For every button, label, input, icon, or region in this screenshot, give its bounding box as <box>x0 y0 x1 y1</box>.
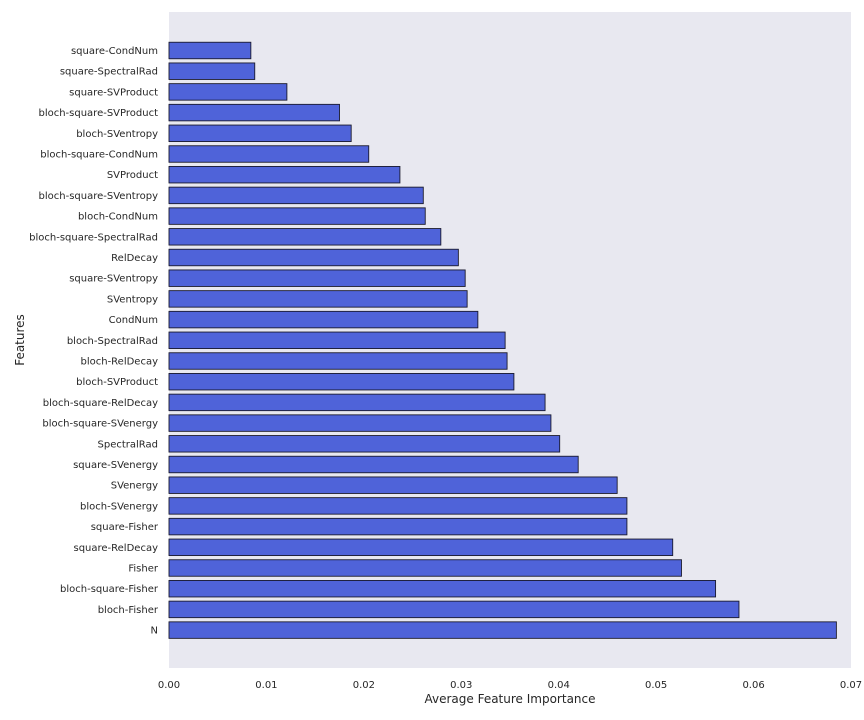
y-tick-label: bloch-square-SVProduct <box>38 108 158 119</box>
bar-bloch-square-SVProduct <box>168 103 340 122</box>
bar-RelDecay <box>168 248 459 267</box>
y-tick-label: square-SVProduct <box>69 87 158 98</box>
y-tick-label: SpectralRad <box>98 439 159 450</box>
bar-SpectralRad <box>168 435 561 453</box>
bar-bloch-Fisher <box>168 600 740 619</box>
y-tick-label: bloch-RelDecay <box>80 357 158 368</box>
y-tick-label: bloch-SVenergy <box>80 501 158 512</box>
bar-square-SVProduct <box>168 83 288 101</box>
bar-CondNum <box>168 310 479 329</box>
bar-bloch-square-SVenergy <box>168 414 552 432</box>
y-tick-label: square-SpectralRad <box>60 67 158 78</box>
bar-SVentropy <box>168 290 468 308</box>
y-tick-label: bloch-CondNum <box>78 212 158 223</box>
y-tick-label: bloch-square-CondNum <box>40 150 158 161</box>
bar-N <box>168 621 837 639</box>
y-tick-label: bloch-SVProduct <box>76 377 158 388</box>
y-tick-label: CondNum <box>109 315 158 326</box>
y-tick-label: square-Fisher <box>91 522 159 533</box>
bar-square-SVentropy <box>168 269 466 287</box>
bar-SVProduct <box>168 165 401 184</box>
y-tick-label: SVenergy <box>111 481 158 492</box>
bar-bloch-SVenergy <box>168 497 628 515</box>
bar-square-CondNum <box>168 41 252 60</box>
y-tick-label: square-CondNum <box>71 46 158 57</box>
y-tick-label: bloch-Fisher <box>98 605 159 616</box>
x-tick-label: 0.05 <box>645 680 667 691</box>
x-tick-label: 0.04 <box>548 680 570 691</box>
y-tick-label: Fisher <box>128 564 159 575</box>
bar-bloch-RelDecay <box>168 352 508 370</box>
y-tick-label: SVentropy <box>107 294 158 305</box>
y-tick-labels: square-CondNum square-SpectralRad square-S… <box>29 46 159 637</box>
bar-bloch-CondNum <box>168 207 426 225</box>
y-tick-label: square-RelDecay <box>73 543 158 554</box>
y-tick-label: bloch-square-RelDecay <box>43 398 158 409</box>
y-tick-label: bloch-SpectralRad <box>67 336 158 347</box>
bar-square-SVenergy <box>168 455 579 474</box>
x-tick-labels: 0.00 0.01 0.02 0.03 0.04 0.05 0.06 0.07 <box>158 680 862 691</box>
y-tick-label: bloch-square-Fisher <box>60 584 159 595</box>
x-axis-title: Average Feature Importance <box>424 692 595 706</box>
bar-bloch-SVProduct <box>168 373 515 391</box>
bar-bloch-square-Fisher <box>168 580 717 598</box>
bar-bloch-square-SpectralRad <box>168 228 442 246</box>
x-tick-label: 0.02 <box>353 680 375 691</box>
bar-SVenergy <box>168 476 618 494</box>
bars-group <box>168 41 837 639</box>
y-tick-label: square-SVentropy <box>69 274 158 285</box>
bar-bloch-square-CondNum <box>168 145 370 163</box>
y-axis-title: Features <box>13 314 27 366</box>
y-tick-label: square-SVenergy <box>73 460 158 471</box>
x-tick-label: 0.01 <box>255 680 277 691</box>
y-tick-label: bloch-SVentropy <box>76 129 158 140</box>
bar-Fisher <box>168 559 682 577</box>
bar-bloch-square-RelDecay <box>168 393 546 412</box>
y-tick-label: bloch-square-SVentropy <box>39 191 159 202</box>
bar-bloch-SpectralRad <box>168 331 506 349</box>
bar-bloch-SVentropy <box>168 124 352 143</box>
x-tick-label: 0.06 <box>742 680 764 691</box>
bar-square-Fisher <box>168 517 628 536</box>
y-tick-label: bloch-square-SpectralRad <box>29 232 158 243</box>
x-tick-label: 0.00 <box>158 680 180 691</box>
bar-square-SpectralRad <box>168 62 256 80</box>
bar-bloch-square-SVentropy <box>168 186 424 205</box>
y-tick-label: bloch-square-SVenergy <box>42 419 158 430</box>
x-tick-label: 0.03 <box>450 680 472 691</box>
y-tick-label: N <box>151 626 158 637</box>
bar-square-RelDecay <box>168 538 674 556</box>
y-tick-label: SVProduct <box>107 170 158 181</box>
y-tick-label: RelDecay <box>111 253 158 264</box>
x-tick-label: 0.07 <box>840 680 862 691</box>
